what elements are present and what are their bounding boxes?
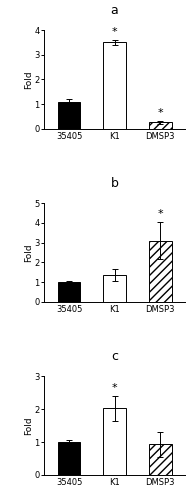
Text: c: c bbox=[111, 350, 118, 364]
Text: a: a bbox=[111, 4, 118, 17]
Bar bbox=[149, 240, 172, 302]
Bar bbox=[149, 122, 172, 129]
Text: *: * bbox=[157, 209, 163, 219]
Text: b: b bbox=[111, 177, 119, 190]
Bar bbox=[149, 444, 172, 475]
Y-axis label: Fold: Fold bbox=[24, 70, 33, 89]
Bar bbox=[58, 102, 80, 129]
Text: *: * bbox=[112, 383, 117, 393]
Text: *: * bbox=[157, 108, 163, 118]
Y-axis label: Fold: Fold bbox=[24, 416, 33, 435]
Y-axis label: Fold: Fold bbox=[24, 243, 33, 262]
Bar bbox=[58, 282, 80, 302]
Bar bbox=[103, 42, 126, 129]
Bar bbox=[103, 274, 126, 302]
Bar bbox=[103, 408, 126, 475]
Bar bbox=[58, 442, 80, 475]
Text: *: * bbox=[112, 27, 117, 37]
